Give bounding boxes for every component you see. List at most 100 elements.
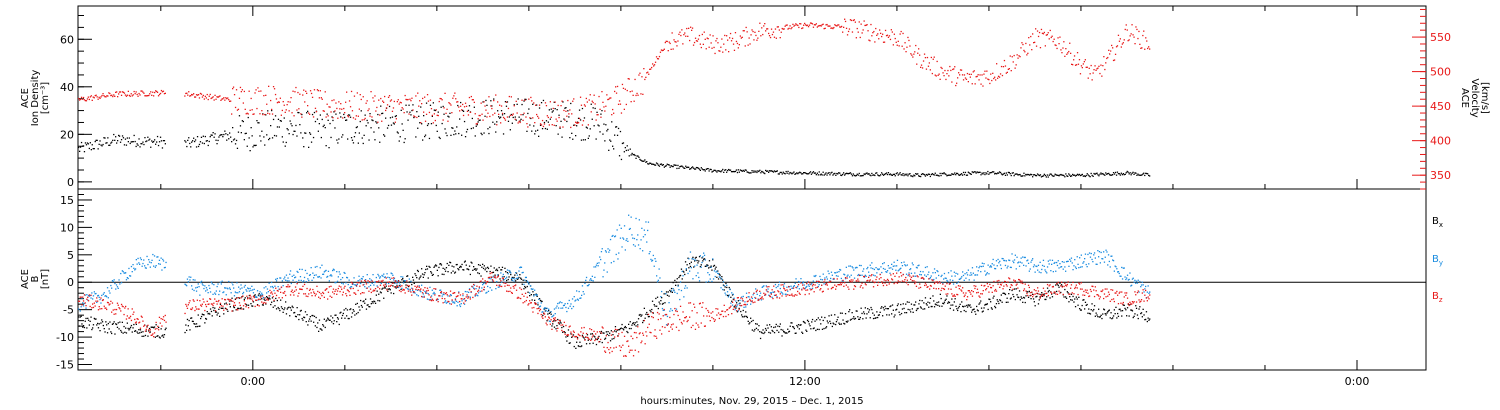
velocity-point: [1059, 36, 1061, 38]
bx-point: [361, 306, 363, 308]
by-point: [900, 267, 902, 269]
bx-point: [78, 316, 80, 318]
velocity-point: [114, 95, 116, 97]
density-point: [819, 174, 821, 176]
velocity-point: [812, 26, 815, 28]
velocity-point: [935, 75, 937, 77]
by-point: [218, 293, 220, 296]
by-point: [125, 272, 127, 274]
bx-point: [1130, 309, 1132, 311]
bx-point: [959, 303, 961, 305]
bx-point: [1103, 308, 1105, 310]
density-point: [147, 136, 149, 138]
density-point: [764, 172, 766, 175]
by-point: [421, 284, 423, 286]
by-point: [1118, 272, 1120, 275]
bfield-tick-label: -10: [56, 331, 74, 344]
velocity-point: [285, 109, 287, 111]
density-point: [1116, 171, 1119, 173]
by-point: [186, 278, 189, 280]
density-point: [496, 121, 498, 123]
bx-point: [1093, 305, 1096, 307]
bx-point: [158, 336, 161, 338]
velocity-point: [1046, 34, 1048, 36]
velocity-point: [383, 101, 385, 103]
bx-point: [476, 268, 478, 270]
bz-point: [124, 307, 126, 309]
density-point: [124, 138, 127, 140]
bx-point: [930, 305, 932, 308]
by-point: [1098, 251, 1101, 253]
velocity-point: [640, 93, 642, 95]
velocity-point: [829, 25, 831, 27]
bx-point: [651, 300, 654, 302]
density-point: [614, 134, 616, 136]
density-point: [866, 172, 868, 174]
bx-point: [764, 331, 766, 333]
bx-point: [732, 298, 734, 300]
bz-point: [187, 304, 189, 306]
velocity-point: [1031, 49, 1033, 51]
by-point: [152, 253, 154, 256]
velocity-point: [104, 96, 106, 98]
bx-point: [750, 317, 752, 319]
bx-point: [97, 322, 99, 325]
by-point: [111, 280, 114, 282]
by-point: [1018, 261, 1020, 263]
density-point: [482, 101, 484, 103]
by-point: [831, 274, 833, 276]
bx-point: [863, 311, 865, 313]
velocity-point: [159, 92, 162, 95]
velocity-point: [390, 99, 393, 101]
by-point: [670, 308, 672, 310]
density-point: [308, 146, 310, 148]
by-point: [1014, 254, 1016, 256]
bx-point: [954, 298, 956, 300]
by-point: [700, 266, 702, 268]
density-point: [1065, 173, 1067, 175]
bx-point: [653, 304, 655, 306]
by-point: [115, 288, 117, 290]
density-point: [887, 172, 890, 174]
velocity-point: [1077, 63, 1080, 65]
density-point: [371, 119, 373, 121]
density-point: [1041, 175, 1044, 177]
density-point: [719, 170, 721, 172]
bx-point: [606, 333, 608, 335]
velocity-point: [760, 35, 762, 37]
density-point: [616, 134, 619, 136]
bx-point: [750, 320, 753, 323]
density-point: [732, 170, 735, 173]
velocity-point: [855, 37, 857, 39]
by-point: [872, 274, 875, 276]
by-point: [86, 294, 88, 296]
by-point: [90, 297, 92, 299]
by-point: [148, 261, 151, 263]
bx-point: [213, 309, 215, 312]
velocity-point: [590, 111, 592, 113]
by-point: [361, 278, 363, 280]
velocity-point: [753, 39, 755, 41]
bx-point: [933, 306, 936, 308]
density-point: [659, 163, 662, 165]
by-point: [1007, 265, 1009, 267]
bx-point: [139, 329, 142, 331]
velocity-tick-label: 500: [1430, 66, 1451, 79]
density-point: [761, 170, 763, 173]
bx-point: [567, 329, 570, 331]
density-point: [936, 174, 938, 176]
by-point: [247, 287, 249, 289]
bx-point: [571, 336, 573, 338]
bx-point: [923, 302, 925, 304]
by-point: [162, 260, 165, 262]
velocity-point: [358, 108, 360, 110]
bx-point: [442, 267, 444, 269]
density-point: [208, 140, 210, 143]
velocity-point: [881, 35, 883, 38]
by-point: [298, 279, 300, 281]
velocity-point: [280, 114, 282, 116]
density-point: [505, 105, 508, 107]
velocity-point: [564, 119, 566, 121]
by-point: [1102, 258, 1104, 260]
bx-point: [844, 323, 846, 325]
